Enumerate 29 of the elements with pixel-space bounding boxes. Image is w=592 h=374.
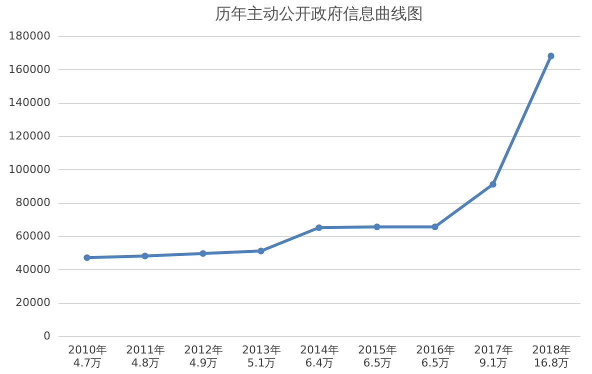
point [142,252,148,260]
y-tick-label: 160000 [8,62,50,76]
y-tick-label: 20000 [16,296,50,310]
y-tick-label: 40000 [16,262,50,276]
y-tick-label: 80000 [16,196,50,210]
x-tick-label: 2012年 4.9万 [184,344,223,370]
point [548,52,554,60]
point [200,250,206,257]
y-tick-label: 140000 [8,96,50,110]
x-tick-label: 2013年 5.1万 [242,344,281,370]
y-tick-label: 0 [44,330,50,342]
x-tick-label: 2018年 16.8万 [532,344,571,370]
y-tick-label: 60000 [16,230,50,242]
x-tick-label: 2017年 9.1万 [474,344,513,370]
point [84,254,90,262]
y-tick-label: 100000 [8,162,50,176]
point [490,180,496,188]
y-tick-label: 120000 [8,130,50,142]
point [258,248,264,254]
x-tick-label: 2016年 6.5万 [416,344,455,370]
y-tick-label: 180000 [8,30,50,42]
point [316,224,322,232]
x-tick-label: 2015年 6.5万 [358,344,397,370]
x-tick-label: 2011年 4.8万 [126,344,165,370]
point [432,223,438,230]
x-tick-label: 2010年 4.7万 [68,344,107,370]
chart-title: 历年主动公开政府信息曲线图 [215,4,423,23]
point [374,223,380,230]
x-tick-label: 2014年 6.4万 [300,344,339,370]
